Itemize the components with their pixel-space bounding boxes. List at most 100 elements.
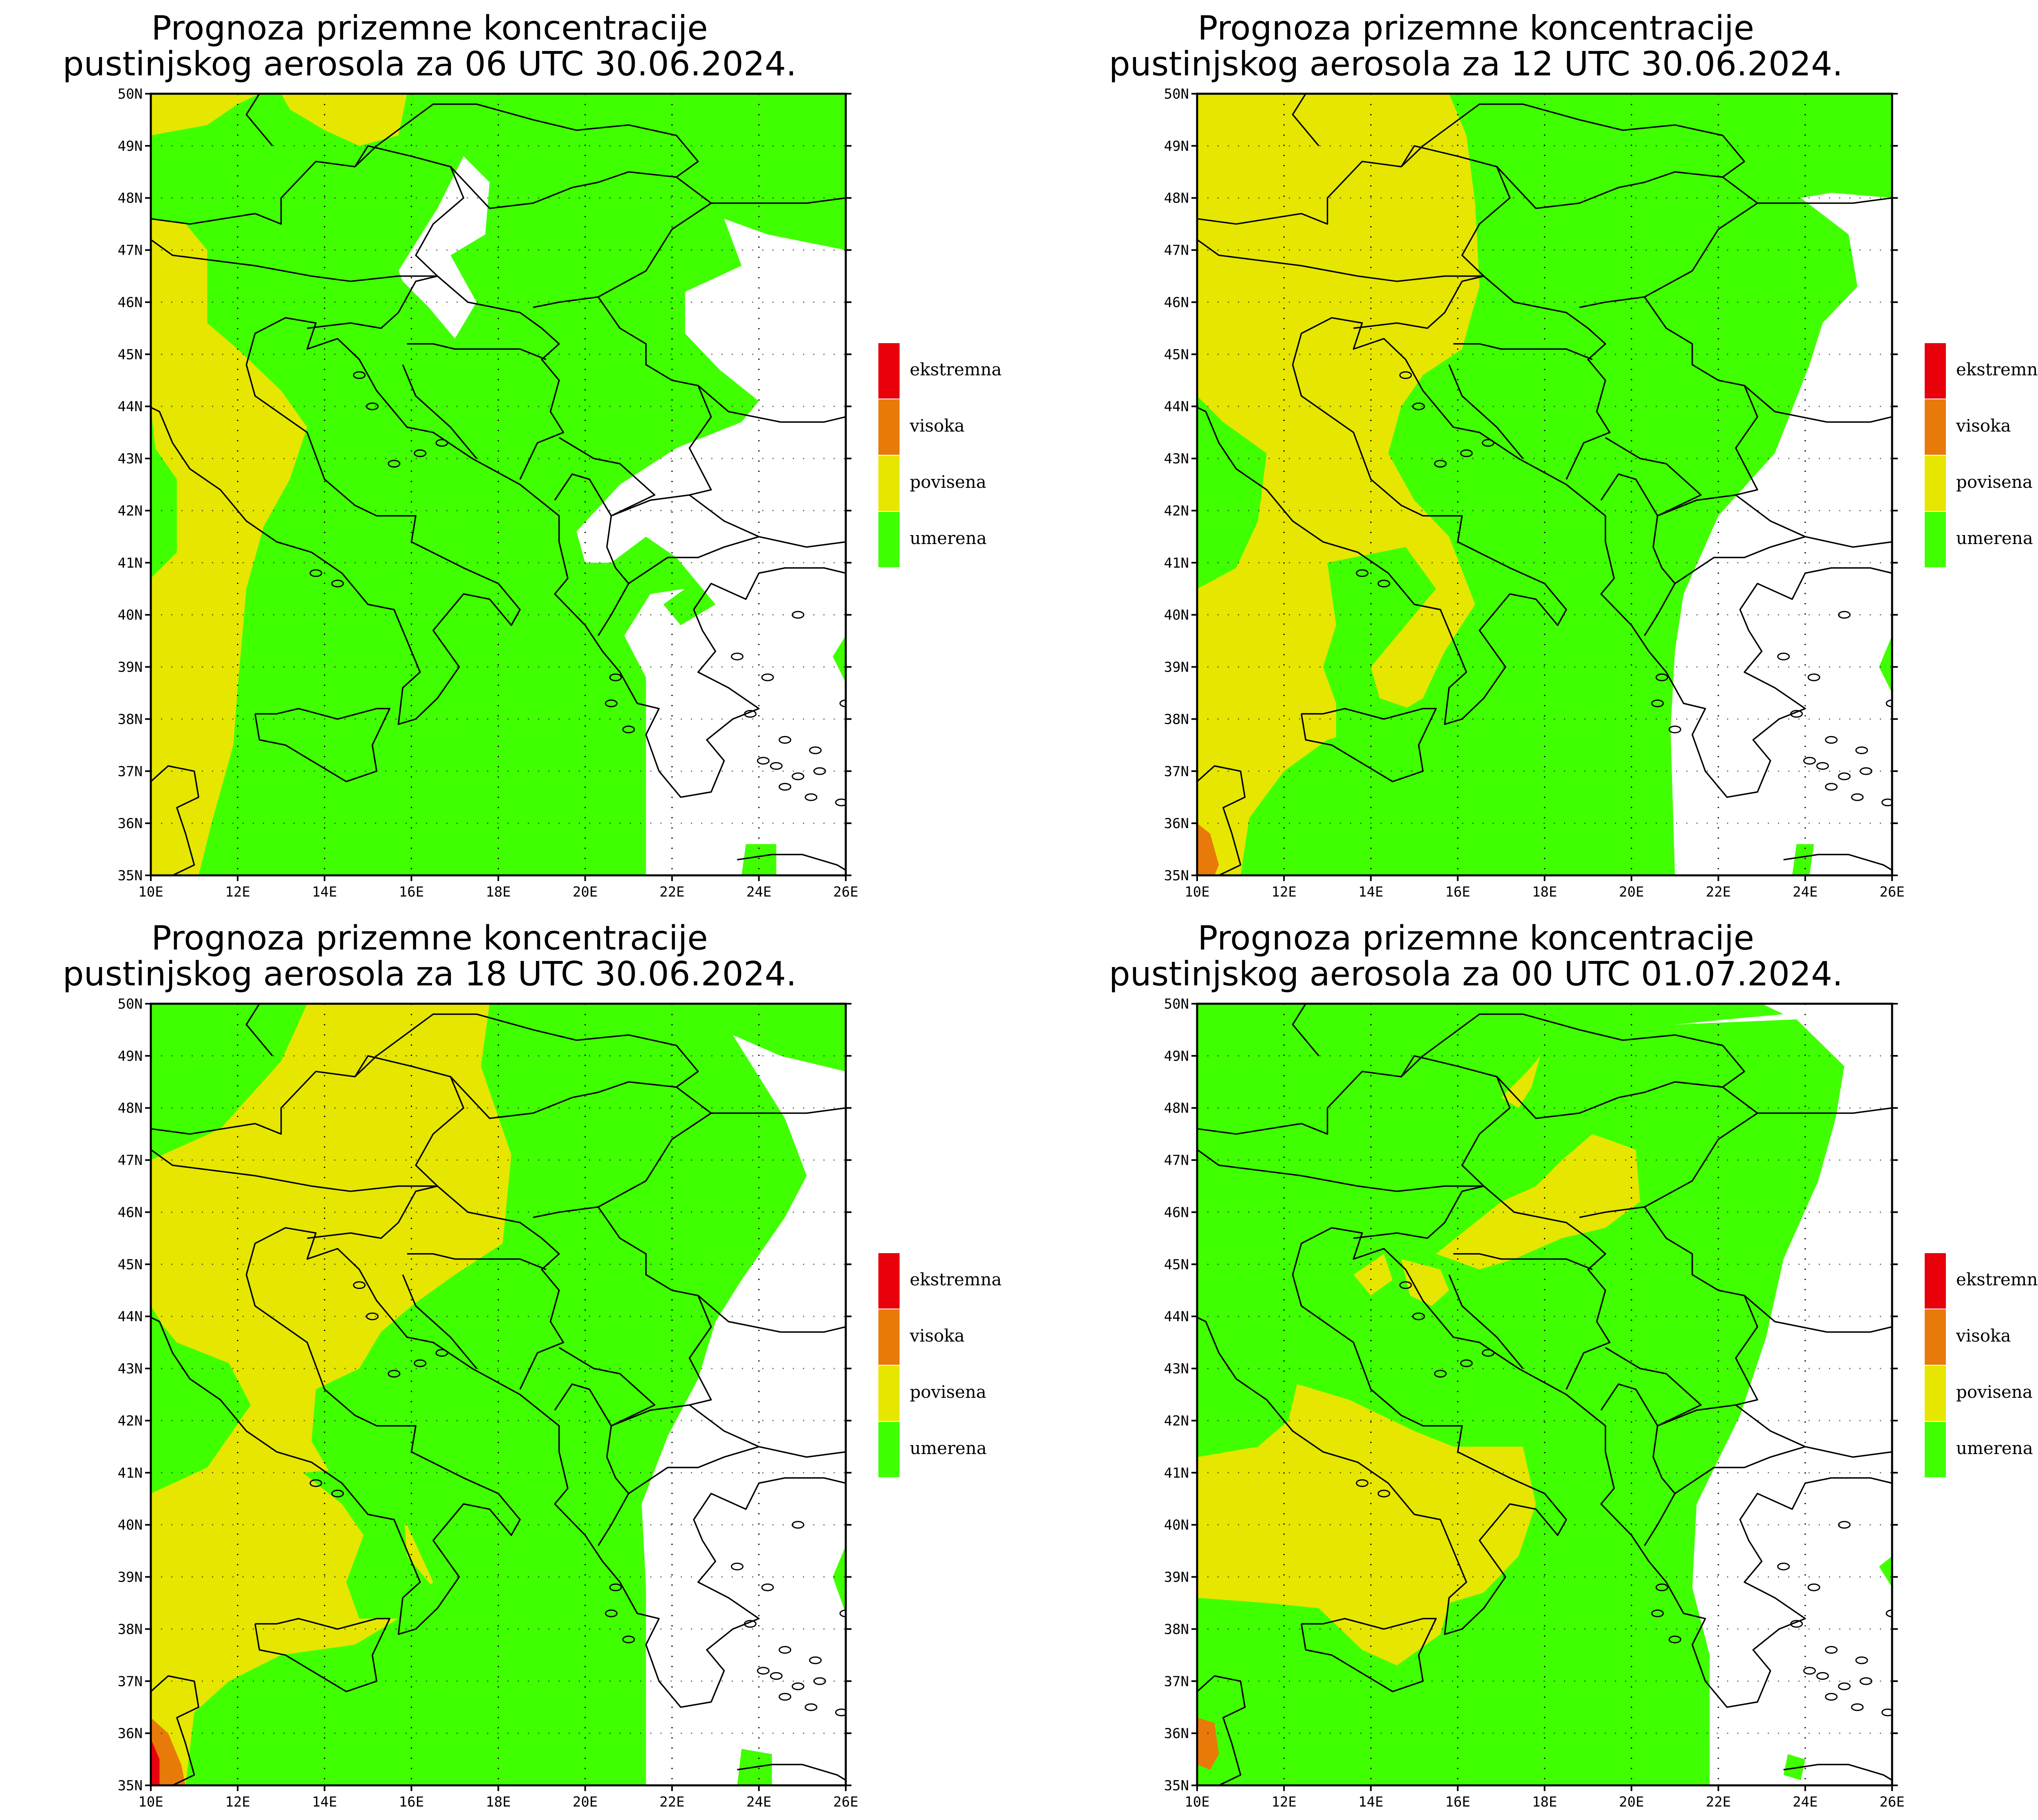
lon-tick-label: 10E <box>1184 884 1209 900</box>
lon-tick-label: 18E <box>486 1794 511 1810</box>
legend-label: ekstremna <box>910 359 1002 379</box>
lon-tick-label: 20E <box>1619 1794 1644 1810</box>
lat-tick-label: 45N <box>1164 1256 1189 1273</box>
legend-label: umerena <box>1956 1438 2033 1458</box>
map-panel-18utc: Prognoza prizemne koncentracije pustinjs… <box>0 910 1046 1820</box>
region-visoka <box>1197 823 1219 875</box>
lat-tick-label: 48N <box>1164 1100 1189 1117</box>
lon-tick-label: 22E <box>1706 884 1731 900</box>
concentration-field <box>151 1004 846 1785</box>
lat-tick-label: 45N <box>118 346 143 363</box>
legend-swatch-ekstremna <box>878 1253 900 1309</box>
lon-tick-label: 24E <box>746 884 771 900</box>
lat-tick-label: 44N <box>1164 1309 1189 1325</box>
lat-tick-label: 44N <box>118 1309 143 1325</box>
lat-tick-label: 43N <box>1164 451 1189 467</box>
lat-tick-label: 46N <box>118 1204 143 1221</box>
region-none <box>576 218 846 875</box>
region-ekstremna <box>151 1738 160 1785</box>
lat-tick-label: 45N <box>1164 346 1189 363</box>
forecast-map: 50N 49N 48N 47N 46N 45N 44N 43N 42N 41N 40N 39N 38N 3… <box>1164 86 1905 900</box>
lat-tick-label: 36N <box>118 1725 143 1742</box>
panel-subtitle: pustinjskog aerosola za 00 UTC 01.07.202… <box>1109 955 1843 994</box>
region-umerena <box>151 1004 260 1098</box>
coastlines-borders <box>1197 94 1892 875</box>
lon-tick-label: 26E <box>833 884 858 900</box>
lon-tick-label: 26E <box>1879 884 1904 900</box>
region-umerena <box>1792 844 1814 875</box>
lat-tick-label: 41N <box>1164 555 1189 571</box>
lat-tick-label: 39N <box>118 1569 143 1586</box>
panel-subtitle: pustinjskog aerosola za 18 UTC 30.06.202… <box>62 955 797 994</box>
lat-tick-label: 49N <box>118 138 143 154</box>
region-none <box>1670 192 1892 875</box>
legend-swatch-ekstremna <box>878 343 900 399</box>
legend-label: ekstremna <box>1956 1269 2038 1289</box>
lat-tick-label: 50N <box>118 996 143 1012</box>
lon-tick-label: 16E <box>1445 1794 1470 1810</box>
legend-swatch-povisena <box>878 1366 900 1421</box>
legend-swatch-povisena <box>1925 1366 1946 1421</box>
legend-label: visoka <box>910 416 965 436</box>
lon-tick-label: 14E <box>312 884 337 900</box>
lat-tick-label: 43N <box>118 451 143 467</box>
lon-tick-label: 14E <box>1359 1794 1383 1810</box>
lat-tick-label: 48N <box>118 1100 143 1117</box>
panel-title: Prognoza prizemne koncentracije <box>1198 9 1754 48</box>
lat-tick-label: 36N <box>118 815 143 832</box>
lat-tick-label: 46N <box>118 294 143 311</box>
lat-tick-label: 44N <box>118 399 143 415</box>
lat-tick-label: 38N <box>1164 711 1189 727</box>
lat-tick-label: 43N <box>118 1361 143 1377</box>
lon-tick-label: 12E <box>1271 884 1296 900</box>
region-povisena <box>1401 1259 1449 1306</box>
forecast-map: 50N 49N 48N 47N 46N 45N 44N 43N 42N 41N 40N 39N 38N 3… <box>118 996 858 1810</box>
lon-tick-label: 18E <box>486 884 511 900</box>
legend-label: povisena <box>1956 472 2033 492</box>
graticule <box>1197 94 1892 875</box>
lat-tick-label: 47N <box>1164 242 1189 259</box>
lat-tick-label: 50N <box>118 86 143 102</box>
lat-tick-label: 39N <box>1164 1569 1189 1586</box>
lat-tick-label: 35N <box>118 868 143 884</box>
lat-tick-label: 37N <box>118 763 143 780</box>
lat-tick-label: 37N <box>1164 1673 1189 1690</box>
legend-label: umerena <box>1956 528 2033 548</box>
legend-label: povisena <box>1956 1382 2033 1402</box>
lon-tick-label: 22E <box>659 1794 684 1810</box>
lat-tick-label: 38N <box>118 711 143 727</box>
region-umerena <box>1879 1556 1892 1588</box>
lat-tick-label: 50N <box>1164 86 1189 102</box>
graticule <box>151 94 846 875</box>
forecast-map: 50N 49N 48N 47N 46N 45N 44N 43N 42N 41N 40N 39N 38N 3… <box>1164 996 1905 1810</box>
graticule <box>151 1004 846 1785</box>
region-povisena <box>151 94 260 136</box>
lat-tick-label: 42N <box>1164 1413 1189 1429</box>
region-povisena <box>1501 1055 1540 1108</box>
legend-swatch-povisena <box>1925 456 1946 511</box>
lat-tick-label: 49N <box>1164 138 1189 154</box>
legend-label: ekstremna <box>910 1269 1002 1289</box>
lat-tick-label: 40N <box>118 1517 143 1534</box>
lat-tick-label: 35N <box>118 1778 143 1794</box>
lon-tick-label: 24E <box>746 1794 771 1810</box>
region-none <box>642 1035 846 1785</box>
lat-tick-label: 36N <box>1164 1725 1189 1742</box>
lon-tick-label: 10E <box>138 1794 163 1810</box>
coastlines-borders <box>151 1004 846 1785</box>
panel-subtitle: pustinjskog aerosola za 06 UTC 30.06.202… <box>62 45 797 84</box>
legend-swatch-povisena <box>878 456 900 511</box>
lon-tick-label: 12E <box>1271 1794 1296 1810</box>
lat-tick-label: 37N <box>118 1673 143 1690</box>
lat-tick-label: 37N <box>1164 763 1189 780</box>
legend-swatch-umerena <box>1925 1422 1946 1477</box>
region-visoka <box>1197 1717 1219 1770</box>
lat-tick-label: 38N <box>118 1621 143 1637</box>
lat-tick-label: 45N <box>118 1256 143 1273</box>
legend-label: ekstremna <box>1956 359 2038 379</box>
forecast-map: 50N 49N 48N 47N 46N 45N 44N 43N 42N 41N 40N 39N 38N 3… <box>118 86 858 900</box>
region-none <box>1675 1004 1892 1785</box>
legend-label: umerena <box>910 528 987 548</box>
legend-swatch-visoka <box>878 1309 900 1365</box>
lon-tick-label: 26E <box>1879 1794 1904 1810</box>
